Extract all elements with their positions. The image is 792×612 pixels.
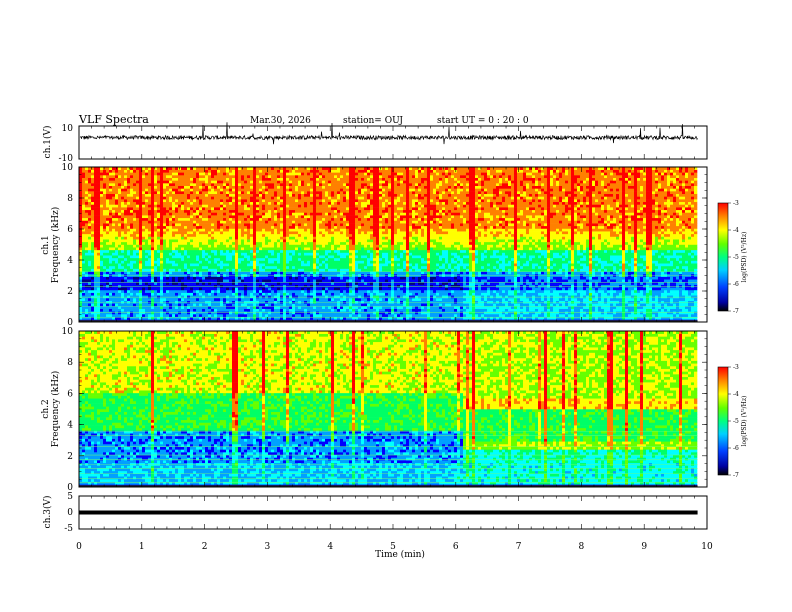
frequency-tick-label: 0 xyxy=(67,483,73,493)
ch2-spectrogram-image xyxy=(79,331,707,488)
colorbar-tick-label: -7 xyxy=(733,472,739,479)
ch1-waveform-xticks xyxy=(78,126,708,159)
time-tick-label: 4 xyxy=(327,542,333,552)
frequency-tick-label: 8 xyxy=(67,358,73,368)
ch2-colorbar: -3 -4 -5 -6 -7 log(PSD) (V²/Hz) xyxy=(717,364,748,479)
time-tick-label: 2 xyxy=(202,542,208,552)
colorbar-tick-label: -3 xyxy=(733,200,739,207)
frequency-tick-label: 4 xyxy=(67,421,73,431)
ch1-spectrogram-yticks: 0 2 4 6 8 10 xyxy=(62,163,707,328)
colorbar-tick-label: -3 xyxy=(733,364,739,371)
ch2-frequency-label: Frequency (kHz) xyxy=(50,371,61,448)
ch1-colorbar-label: log(PSD) (V²/Hz) xyxy=(741,232,748,283)
ch1-colorbar-ticks: -3 -4 -5 -6 -7 xyxy=(728,200,739,315)
frequency-tick-label: 0 xyxy=(67,318,73,328)
figure-title: VLF Spectra xyxy=(78,113,149,126)
colorbar-tick-label: -5 xyxy=(733,254,739,261)
ch2-spectrogram-panel: 0 2 4 6 8 10 ch.2 Frequency (kHz) xyxy=(41,327,708,493)
ch3-ytick-middle: 0 xyxy=(67,508,73,518)
ch1-frequency-label: Frequency (kHz) xyxy=(50,207,61,284)
ch3-waveform-panel: 5 0 -5 ch.3(V) xyxy=(42,492,708,534)
colorbar-tick-label: -7 xyxy=(733,308,739,315)
frequency-tick-label: 6 xyxy=(67,225,73,235)
ch2-channel-label: ch.2 xyxy=(41,399,51,418)
time-tick-label: 1 xyxy=(139,542,145,552)
time-tick-label: 9 xyxy=(641,542,647,552)
colorbar-tick-label: -4 xyxy=(733,227,739,234)
frequency-tick-label: 6 xyxy=(67,389,73,399)
time-tick-label: 3 xyxy=(265,542,271,552)
time-axis-tick-labels: 0 1 2 3 4 5 6 7 8 9 10 xyxy=(76,542,713,552)
ch1-ytick-bottom: -10 xyxy=(59,154,74,164)
time-axis-label: Time (min) xyxy=(375,549,425,560)
ch1-spectrogram-panel: 0 2 4 6 8 10 ch.1 Frequency (kHz) xyxy=(41,163,708,328)
frequency-tick-label: 2 xyxy=(67,287,73,297)
ch2-colorbar-label: log(PSD) (V²/Hz) xyxy=(741,396,748,447)
ch1-waveform-ylabel: ch.1(V) xyxy=(42,126,53,159)
ch1-channel-label: ch.1 xyxy=(41,235,51,254)
colorbar-tick-label: -6 xyxy=(733,445,739,452)
ch2-colorbar-ticks: -3 -4 -5 -6 -7 xyxy=(728,364,739,479)
frequency-tick-label: 2 xyxy=(67,452,73,462)
frequency-tick-label: 10 xyxy=(62,327,74,337)
ch3-ytick-top: 5 xyxy=(67,492,73,502)
ch2-spectrogram-xticks xyxy=(78,331,708,487)
date-label: Mar.30, 2026 xyxy=(250,116,311,126)
ch2-spectrogram-yticks: 0 2 4 6 8 10 xyxy=(62,327,707,493)
start-time-label: start UT = 0 : 20 : 0 xyxy=(437,116,529,126)
colorbar-tick-label: -5 xyxy=(733,418,739,425)
ch1-colorbar: -3 -4 -5 -6 -7 log(PSD) (V²/Hz) xyxy=(717,200,748,315)
time-tick-label: 5 xyxy=(390,542,396,552)
frequency-tick-label: 10 xyxy=(62,163,74,173)
ch3-waveform-trace xyxy=(79,510,698,515)
colorbar-tick-label: -4 xyxy=(733,391,739,398)
ch3-waveform-ylabel: ch.3(V) xyxy=(42,496,53,529)
ch1-spectrogram-xticks xyxy=(78,167,708,322)
time-tick-label: 0 xyxy=(76,542,82,552)
time-tick-label: 6 xyxy=(453,542,459,552)
time-tick-label: 8 xyxy=(579,542,585,552)
time-tick-label: 7 xyxy=(516,542,522,552)
ch3-waveform-xticks xyxy=(78,496,708,529)
ch1-waveform-panel: 10 -10 ch.1(V) xyxy=(42,122,708,164)
frequency-tick-label: 8 xyxy=(67,194,73,204)
time-tick-label: 10 xyxy=(701,542,713,552)
ch1-waveform-trace xyxy=(79,122,698,145)
frequency-tick-label: 4 xyxy=(67,256,73,266)
ch1-ytick-top: 10 xyxy=(62,124,74,134)
colorbar-tick-label: -6 xyxy=(733,281,739,288)
ch1-spectrogram-image xyxy=(79,167,707,323)
station-label: station= OUJ xyxy=(343,116,403,126)
ch3-ytick-bottom: -5 xyxy=(64,524,73,534)
